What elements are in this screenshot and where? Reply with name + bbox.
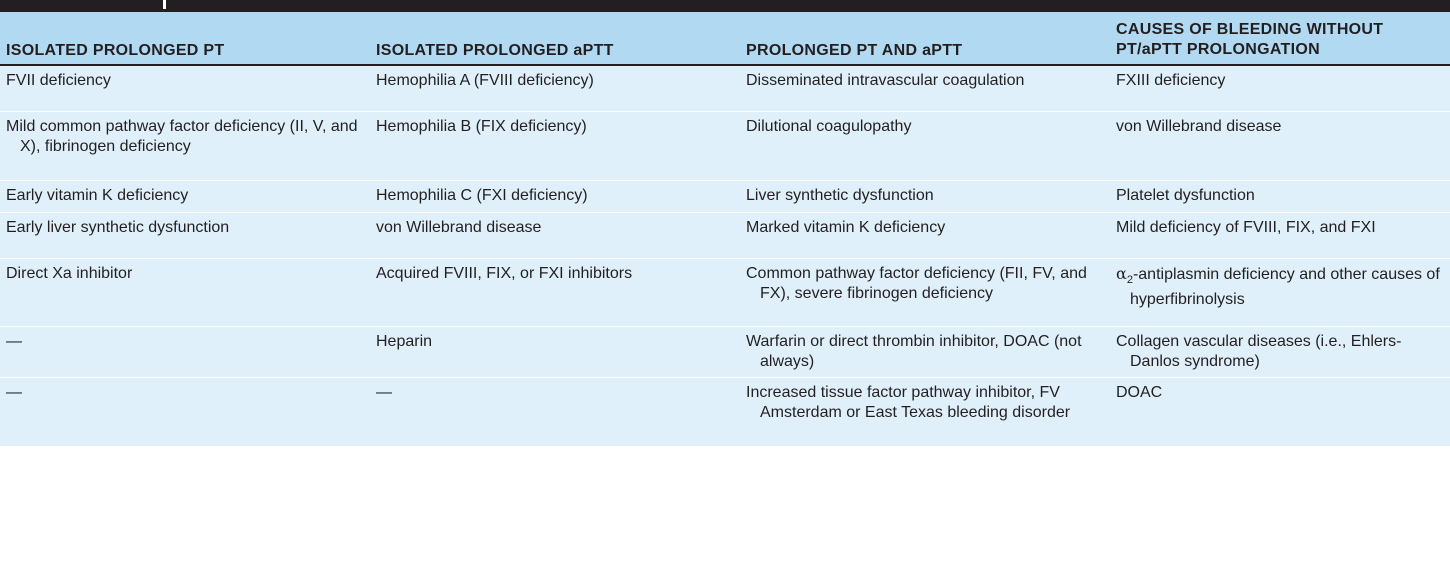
- table-cell: Warfarin or direct thrombin inhibitor, D…: [740, 326, 1110, 378]
- table-cell: Mild common pathway factor deficiency (I…: [0, 111, 370, 181]
- header-isolated-aptt: ISOLATED PROLONGED aPTT: [370, 12, 740, 66]
- table-cell: Hemophilia C (FXI deficiency): [370, 180, 740, 213]
- alpha-antiplasmin-text: -antiplasmin deficiency and other causes…: [1130, 265, 1440, 308]
- alpha-subscript: 2: [1126, 273, 1133, 286]
- table-cell: Marked vitamin K deficiency: [740, 212, 1110, 259]
- top-rule-notch: [163, 0, 166, 9]
- table-cell: Platelet dysfunction: [1110, 180, 1450, 213]
- table-row: — Heparin Warfarin or direct thrombin in…: [0, 326, 1450, 378]
- table-cell: Common pathway factor deficiency (FII, F…: [740, 258, 1110, 327]
- table-cell: Early liver synthetic dysfunction: [0, 212, 370, 259]
- table-cell: DOAC: [1110, 377, 1450, 447]
- table-cell: Heparin: [370, 326, 740, 378]
- table-cell: Increased tissue factor pathway inhibito…: [740, 377, 1110, 447]
- table-cell: Collagen vascular diseases (i.e., Ehlers…: [1110, 326, 1450, 378]
- header-bleeding-without-prolongation: CAUSES OF BLEEDING WITHOUT PT/aPTT PROLO…: [1110, 12, 1450, 66]
- table-cell: Acquired FVIII, FIX, or FXI inhibitors: [370, 258, 740, 327]
- table-cell: Hemophilia B (FIX deficiency): [370, 111, 740, 181]
- table-cell: von Willebrand disease: [1110, 111, 1450, 181]
- table-row: Mild common pathway factor deficiency (I…: [0, 111, 1450, 181]
- table-cell: Hemophilia A (FVIII deficiency): [370, 65, 740, 112]
- table-row: FVII deficiency Hemophilia A (FVIII defi…: [0, 65, 1450, 112]
- header-row: ISOLATED PROLONGED PT ISOLATED PROLONGED…: [0, 12, 1450, 66]
- table-cell: FXIII deficiency: [1110, 65, 1450, 112]
- table-cell: Early vitamin K deficiency: [0, 180, 370, 213]
- table-cell: —: [0, 326, 370, 378]
- header-isolated-pt: ISOLATED PROLONGED PT: [0, 12, 370, 66]
- table-cell: Liver synthetic dysfunction: [740, 180, 1110, 213]
- top-rule: [0, 0, 1450, 12]
- coagulation-table: ISOLATED PROLONGED PT ISOLATED PROLONGED…: [0, 12, 1450, 447]
- table-cell: α2-antiplasmin deficiency and other caus…: [1110, 258, 1450, 327]
- alpha-symbol: α: [1116, 263, 1127, 283]
- table-cell: Dilutional coagulopathy: [740, 111, 1110, 181]
- table-row: — — Increased tissue factor pathway inhi…: [0, 377, 1450, 447]
- table-cell: Disseminated intravascular coagulation: [740, 65, 1110, 112]
- table-row: Early vitamin K deficiency Hemophilia C …: [0, 180, 1450, 213]
- header-pt-and-aptt: PROLONGED PT AND aPTT: [740, 12, 1110, 66]
- table-cell: FVII deficiency: [0, 65, 370, 112]
- table-row: Direct Xa inhibitor Acquired FVIII, FIX,…: [0, 258, 1450, 327]
- table-cell: —: [370, 377, 740, 447]
- table-row: Early liver synthetic dysfunction von Wi…: [0, 212, 1450, 259]
- table-cell: Direct Xa inhibitor: [0, 258, 370, 327]
- table-cell: von Willebrand disease: [370, 212, 740, 259]
- table-cell: —: [0, 377, 370, 447]
- table-cell: Mild deficiency of FVIII, FIX, and FXI: [1110, 212, 1450, 259]
